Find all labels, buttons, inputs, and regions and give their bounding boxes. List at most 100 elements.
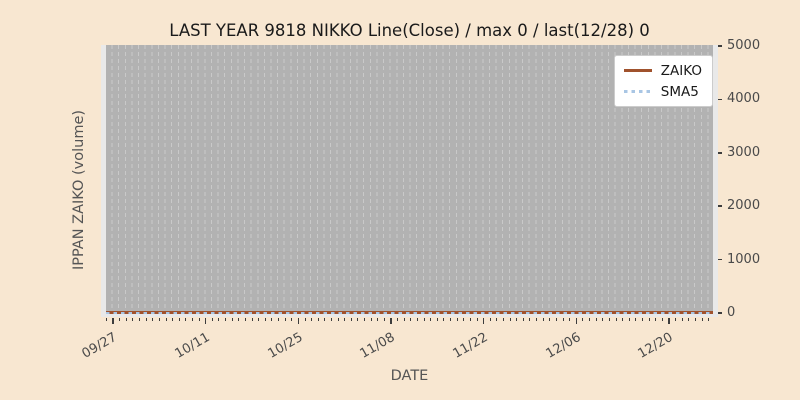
- x-tick-minor: [688, 318, 690, 321]
- legend-item-sma5: SMA5: [623, 83, 702, 100]
- legend: ZAIKO SMA5: [613, 55, 713, 107]
- x-tick-minor: [681, 318, 683, 321]
- x-tick-minor: [496, 318, 498, 321]
- x-tick-minor: [403, 318, 405, 321]
- x-tick-minor: [125, 318, 127, 321]
- x-tick-minor: [430, 318, 432, 321]
- x-axis-label: DATE: [390, 368, 429, 384]
- x-tick-minor: [701, 318, 703, 321]
- x-tick-minor: [172, 318, 174, 321]
- legend-label-zaiko: ZAIKO: [660, 62, 702, 79]
- x-tick-minor: [211, 318, 213, 321]
- sma5-line-series: [106, 311, 713, 314]
- x-tick-major: [575, 318, 577, 324]
- data-band: [106, 45, 713, 314]
- x-tick-minor: [410, 318, 412, 321]
- zaiko-line-swatch: [623, 69, 652, 72]
- x-tick-minor: [582, 318, 584, 321]
- x-tick-minor: [450, 318, 452, 321]
- x-tick-minor: [608, 318, 610, 321]
- x-tick-minor: [139, 318, 141, 321]
- x-tick-minor: [503, 318, 505, 321]
- x-tick-minor: [522, 318, 524, 321]
- x-tick-minor: [291, 318, 293, 321]
- chart-title: LAST YEAR 9818 NIKKO Line(Close) / max 0…: [169, 21, 650, 40]
- x-tick-minor: [661, 318, 663, 321]
- x-tick-minor: [152, 318, 154, 321]
- x-tick-minor: [641, 318, 643, 321]
- x-tick-minor: [383, 318, 385, 321]
- x-tick-minor: [675, 318, 677, 321]
- x-tick-minor: [562, 318, 564, 321]
- x-tick-label: 10/11: [172, 330, 213, 362]
- x-tick-minor: [463, 318, 465, 321]
- x-tick-minor: [284, 318, 286, 321]
- x-tick-minor: [469, 318, 471, 321]
- x-tick-minor: [443, 318, 445, 321]
- x-tick-minor: [555, 318, 557, 321]
- x-tick-minor: [278, 318, 280, 321]
- x-tick-minor: [416, 318, 418, 321]
- x-tick-minor: [192, 318, 194, 321]
- x-tick-minor: [337, 318, 339, 321]
- y-tick-label: 5000: [727, 38, 761, 54]
- x-tick-minor: [436, 318, 438, 321]
- x-tick-minor: [456, 318, 458, 321]
- y-tick-label: 2000: [727, 198, 761, 214]
- x-tick-minor: [344, 318, 346, 321]
- x-tick-minor: [377, 318, 379, 321]
- x-tick-minor: [218, 318, 220, 321]
- x-tick-minor: [708, 318, 710, 321]
- x-tick-minor: [317, 318, 319, 321]
- x-tick-minor: [145, 318, 147, 321]
- x-tick-minor: [536, 318, 538, 321]
- x-tick-minor: [635, 318, 637, 321]
- y-tick-mark: [718, 258, 722, 261]
- x-tick-minor: [423, 318, 425, 321]
- x-tick-minor: [185, 318, 187, 321]
- x-tick-minor: [476, 318, 478, 321]
- y-tick-label: 0: [727, 305, 736, 321]
- sma5-line-swatch: [623, 90, 652, 93]
- y-tick-label: 3000: [727, 144, 761, 160]
- y-tick-label: 4000: [727, 91, 761, 107]
- x-tick-minor: [529, 318, 531, 321]
- x-tick-label: 12/06: [543, 330, 584, 362]
- x-tick-minor: [549, 318, 551, 321]
- x-tick-label: 10/25: [265, 330, 306, 362]
- x-tick-minor: [311, 318, 313, 321]
- x-tick-minor: [516, 318, 518, 321]
- x-tick-minor: [119, 318, 121, 321]
- x-tick-minor: [132, 318, 134, 321]
- x-tick-major: [668, 318, 670, 324]
- x-tick-minor: [615, 318, 617, 321]
- x-tick-minor: [304, 318, 306, 321]
- x-tick-minor: [330, 318, 332, 321]
- x-tick-minor: [178, 318, 180, 321]
- x-tick-minor: [542, 318, 544, 321]
- legend-label-sma5: SMA5: [660, 83, 699, 100]
- x-tick-minor: [628, 318, 630, 321]
- x-tick-major: [390, 318, 392, 324]
- y-tick-mark: [718, 45, 722, 47]
- x-tick-minor: [244, 318, 246, 321]
- x-tick-minor: [271, 318, 273, 321]
- x-tick-minor: [198, 318, 200, 321]
- x-tick-minor: [357, 318, 359, 321]
- x-tick-major: [204, 318, 207, 324]
- x-tick-minor: [231, 318, 233, 321]
- x-tick-major: [112, 318, 114, 324]
- x-tick-major: [482, 318, 485, 324]
- y-tick-label: 1000: [727, 251, 761, 267]
- x-tick-minor: [324, 318, 326, 321]
- x-tick-minor: [602, 318, 604, 321]
- legend-item-zaiko: ZAIKO: [623, 62, 702, 79]
- x-tick-label: 12/20: [635, 330, 676, 362]
- y-tick-mark: [718, 205, 722, 207]
- x-tick-minor: [364, 318, 366, 321]
- y-tick-mark: [718, 98, 722, 101]
- x-tick-minor: [509, 318, 511, 321]
- x-tick-minor: [589, 318, 591, 321]
- x-tick-minor: [489, 318, 491, 321]
